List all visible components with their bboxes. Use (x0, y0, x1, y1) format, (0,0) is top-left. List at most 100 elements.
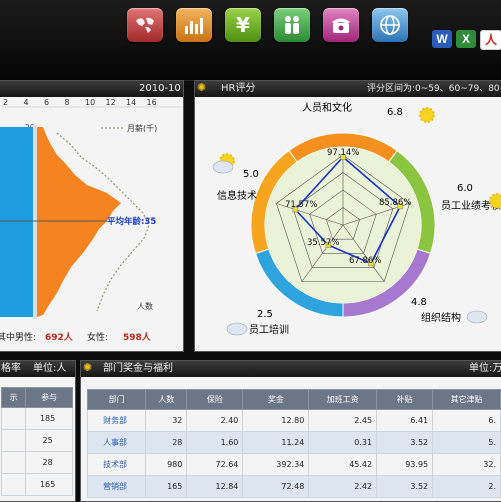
table-cell: 32 (145, 409, 188, 432)
pass-rate-title: 格率 (1, 363, 21, 374)
bonus-col-header: 保险 (186, 389, 244, 410)
radar-point (368, 260, 374, 267)
table-row: 财务部 32 2.40 12.80 2.45 6.41 6. (86, 409, 501, 432)
radar-grid (326, 207, 360, 240)
table-cell: 25 (25, 429, 73, 452)
table-cell: 3.52 (376, 475, 434, 498)
table-cell: 2. (432, 475, 501, 498)
radar-axis (276, 203, 344, 226)
hr-title: HR评分 (221, 83, 256, 94)
nav-phone-button[interactable] (323, 8, 359, 42)
table-cell: 12.80 (242, 409, 310, 432)
scale-label: 8 (65, 98, 70, 107)
radar-grid (309, 189, 377, 254)
col-header: 参与 (25, 387, 73, 408)
top-toolbar: ¥ W X 人 (0, 0, 501, 81)
scale-label: 10 (85, 98, 95, 107)
average-age-label: 平均年龄:35 (107, 216, 156, 227)
table-cell: 28 (25, 451, 73, 474)
pass-rate-table: 示参与 185 25 28 165 (0, 387, 73, 496)
people-icon (285, 16, 299, 34)
bonus-col-header: 人数 (145, 389, 188, 410)
nav-people-button[interactable] (274, 8, 310, 42)
table-cell: 3.52 (376, 431, 434, 454)
table-cell: 营销部 (86, 475, 147, 498)
radar-category-label: 员工培训 (249, 323, 289, 336)
excel-export-button[interactable]: X (456, 30, 476, 48)
radar-point (292, 206, 299, 213)
scale-label: 6 (44, 98, 49, 107)
table-cell: 0.31 (308, 431, 378, 454)
radar-value-label: 67.86% (349, 256, 381, 266)
hr-score-panel: ✺ HR评分 评分区间为:0~59、60~79、80~10 97.14% 85.8… (194, 80, 501, 352)
bonus-title: 部门奖金与福利 (103, 363, 173, 374)
table-cell: 12.84 (186, 475, 244, 498)
salary-line (56, 132, 150, 312)
radar-grid (276, 154, 410, 282)
table-cell (0, 473, 27, 496)
scale-label: 2 (3, 98, 8, 107)
table-cell: 392.34 (242, 453, 310, 476)
radar-value-label: 35.57% (307, 238, 339, 248)
scale-label: 14 (126, 98, 136, 107)
table-cell: 2.42 (308, 475, 378, 498)
word-icon: W (436, 32, 448, 46)
panel-header: 2010-10 (0, 81, 183, 97)
bonus-col-header: 加班工资 (308, 389, 378, 410)
nav-world-button[interactable] (127, 8, 163, 42)
globe-icon (380, 15, 400, 35)
bonus-col-header: 部门 (86, 389, 147, 410)
yen-icon: ¥ (236, 13, 250, 37)
bonus-table: 部门 人数 保险 奖金 加班工资 补贴 其它津贴 财务部 32 2.40 12.80 2.45 6.41… (86, 389, 501, 498)
svg-text:¥: ¥ (236, 13, 250, 37)
female-area (37, 127, 121, 317)
table-cell: 人事部 (86, 431, 147, 454)
cloud-icon (226, 322, 248, 336)
table-cell: 技术部 (86, 453, 147, 476)
nav-finance-button[interactable]: ¥ (225, 8, 261, 42)
report-date: 2010-10 (139, 83, 181, 94)
radar-score: 5.0 (243, 169, 259, 180)
bonus-header: ✺ 部门奖金与福利 单位:万 (81, 361, 501, 377)
partly-cloudy-icon (212, 153, 235, 174)
radar-category-label: 人员和文化 (302, 101, 352, 114)
table-cell: 1.60 (186, 431, 244, 454)
table-row: 技术部 980 72.64 392.34 45.42 93.95 32. (86, 453, 501, 476)
word-export-button[interactable]: W (432, 30, 452, 48)
bonus-panel: ✺ 部门奖金与福利 单位:万 部门 人数 保险 奖金 加班工资 补贴 其它津贴 财务部 32 2.… (80, 360, 501, 502)
table-cell: 5. (432, 431, 501, 454)
radar-value-label: 97.14% (327, 148, 359, 158)
bar-chart-icon (185, 18, 203, 34)
pass-rate-panel: 格率 单位:人 示参与 185 25 28 165 (0, 360, 76, 502)
hr-panel-header: ✺ HR评分 评分区间为:0~59、60~79、80~10 (195, 81, 501, 97)
table-cell: 980 (145, 453, 188, 476)
radar-category-label: 信息技术 (217, 189, 257, 202)
table-cell: 45.42 (308, 453, 378, 476)
table-cell: 2.45 (308, 409, 378, 432)
table-cell: 165 (25, 473, 73, 496)
table-cell: 2.40 (186, 409, 244, 432)
cloud-icon (466, 310, 488, 324)
nav-globe-button[interactable] (372, 8, 408, 42)
nav-chart-button[interactable] (176, 8, 212, 42)
female-label: 女性: (87, 333, 109, 343)
table-cell: 72.64 (186, 453, 244, 476)
salary-legend: 月薪(千) (127, 123, 157, 133)
scale-label: 4 (24, 98, 29, 107)
radar-value-label: 85.86% (379, 198, 411, 208)
col-header: 示 (0, 387, 27, 408)
hr-radar-chart: 97.14% 85.86% 67.86% 35.57% 71.57% 人员和文化 6.8 员工… (212, 101, 501, 336)
table-cell (0, 451, 27, 474)
sun-icon (419, 107, 435, 123)
radar-value-label: 71.57% (285, 200, 317, 210)
table-cell: 6.41 (376, 409, 434, 432)
telephone-icon (332, 18, 350, 33)
scale-label: 16 (147, 98, 157, 107)
radar-score: 6.8 (387, 107, 403, 118)
male-area (0, 127, 33, 317)
pdf-export-button[interactable]: 人 (480, 30, 501, 50)
sun-icon: ✺ (197, 81, 207, 94)
radar-point (397, 203, 403, 210)
pass-rate-header: 格率 单位:人 (0, 361, 75, 377)
